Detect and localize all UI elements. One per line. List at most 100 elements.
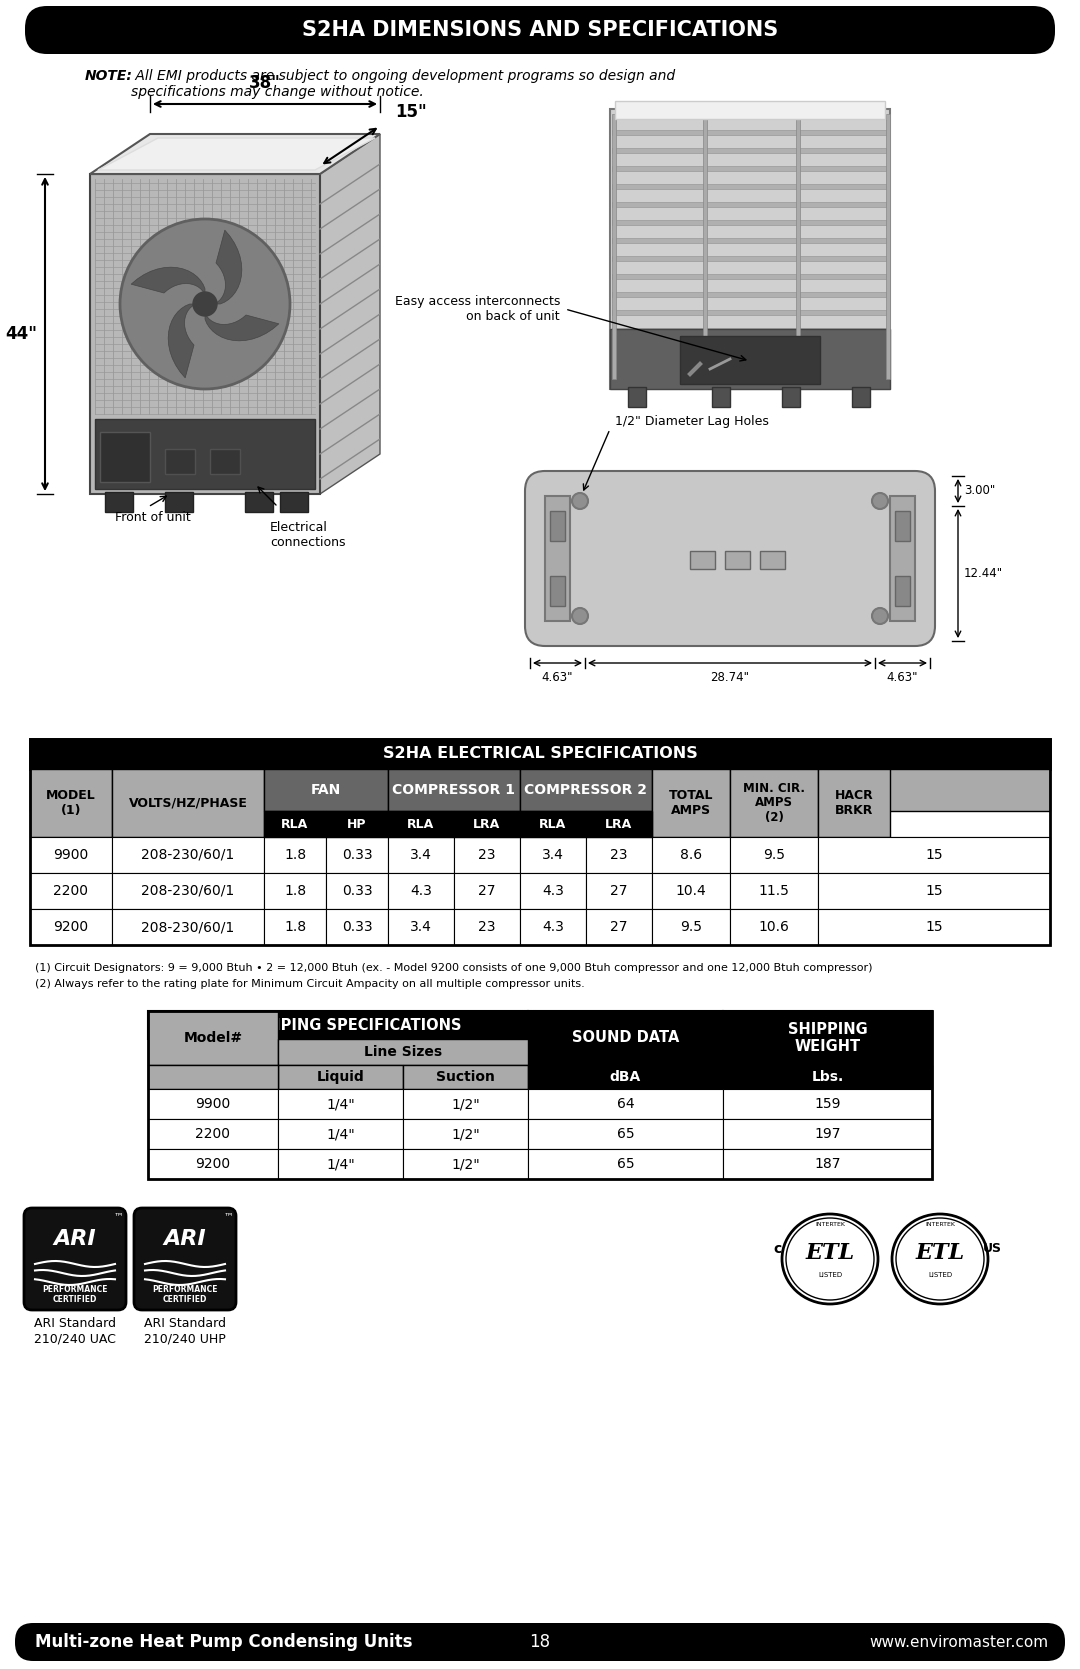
Text: 3.00": 3.00" [964,484,996,497]
Text: VOLTS/HZ/PHASE: VOLTS/HZ/PHASE [129,796,247,809]
Text: 208-230/60/1: 208-230/60/1 [141,920,234,935]
Bar [388,836,454,873]
Text: Lbs.: Lbs. [811,1070,843,1083]
Text: Easy access interconnects
on back of unit: Easy access interconnects on back of uni… [394,295,561,324]
Bar [326,910,388,945]
Bar [690,551,715,569]
Bar [30,910,112,945]
Text: LISTED: LISTED [928,1272,953,1278]
Bar [652,769,730,836]
Text: www.enviromaster.com: www.enviromaster.com [869,1634,1048,1649]
FancyBboxPatch shape [25,7,1055,53]
Bar [586,836,652,873]
Text: 0.33: 0.33 [341,920,373,935]
Bar [612,310,888,315]
Bar [30,910,1050,945]
Bar [652,873,730,910]
FancyBboxPatch shape [15,1622,1065,1661]
Bar [852,387,870,407]
Bar [890,496,915,621]
FancyBboxPatch shape [24,1208,126,1310]
Text: S2HA DIMENSIONS AND SPECIFICATIONS: S2HA DIMENSIONS AND SPECIFICATIONS [302,20,778,40]
Text: 64: 64 [617,1097,634,1112]
Text: CERTIFIED: CERTIFIED [163,1295,207,1303]
Text: NOTE:: NOTE: [85,68,133,83]
Text: 44": 44" [5,325,37,344]
Text: All EMI products are subject to ongoing development programs so design and
speci: All EMI products are subject to ongoing … [131,68,675,98]
Text: INTERTEK: INTERTEK [924,1222,955,1227]
Text: (1) Circuit Designators: 9 = 9,000 Btuh • 2 = 12,000 Btuh (ex. - Model 9200 cons: (1) Circuit Designators: 9 = 9,000 Btuh … [35,963,873,973]
Bar [730,836,818,873]
Text: 0.33: 0.33 [341,885,373,898]
Text: 1/4": 1/4" [326,1157,355,1172]
Text: 15: 15 [926,920,943,935]
Text: 15": 15" [395,103,427,120]
Bar [112,769,264,836]
Text: FAN: FAN [311,783,341,798]
Bar [165,449,195,474]
Text: 208-230/60/1: 208-230/60/1 [141,885,234,898]
Text: 38": 38" [249,73,281,92]
Polygon shape [214,230,242,304]
Bar [112,873,264,910]
Text: S2HA ELECTRICAL SPECIFICATIONS: S2HA ELECTRICAL SPECIFICATIONS [382,746,698,761]
Bar [105,492,133,512]
Circle shape [572,608,588,624]
Bar [818,769,890,836]
Text: LRA: LRA [606,818,633,831]
Circle shape [872,492,888,509]
Bar [112,910,264,945]
Bar [528,1088,723,1118]
Text: 23: 23 [478,920,496,935]
Text: 11.5: 11.5 [758,885,789,898]
Bar [388,769,519,811]
Bar [612,165,888,170]
Text: ETL: ETL [916,1242,964,1263]
Text: ARI Standard
210/240 UHP: ARI Standard 210/240 UHP [144,1317,226,1345]
Bar [519,910,586,945]
Bar [278,1065,403,1088]
Bar [388,910,454,945]
Bar [388,811,454,836]
Text: SHIPPING
WEIGHT: SHIPPING WEIGHT [787,1021,867,1055]
Text: 1.8: 1.8 [284,848,306,861]
Text: S2HA PIPING SPECIFICATIONS: S2HA PIPING SPECIFICATIONS [215,1018,461,1033]
Ellipse shape [896,1218,984,1300]
Text: RLA: RLA [407,818,434,831]
Bar [886,113,890,379]
Text: 9900: 9900 [195,1097,231,1112]
Bar [280,492,308,512]
Bar [895,511,910,541]
Bar [388,873,454,910]
Text: 27: 27 [610,920,627,935]
Bar [612,184,888,189]
Bar [30,836,1050,873]
Text: Front of unit: Front of unit [114,511,191,524]
Text: 4.3: 4.3 [410,885,432,898]
Bar [680,335,820,384]
Text: 23: 23 [610,848,627,861]
Bar [148,1065,278,1088]
Text: 1/2": 1/2" [451,1097,480,1112]
Bar [148,1118,278,1148]
Text: PERFORMANCE: PERFORMANCE [152,1285,218,1293]
Bar [30,873,112,910]
Text: 27: 27 [610,885,627,898]
Text: US: US [983,1242,1001,1255]
Text: 12.44": 12.44" [964,567,1003,581]
Text: 9200: 9200 [195,1157,230,1172]
Text: LISTED: LISTED [818,1272,842,1278]
Text: 1/2": 1/2" [451,1157,480,1172]
Text: ETL: ETL [806,1242,854,1263]
Bar [612,113,616,379]
Bar [326,873,388,910]
Text: 4.63": 4.63" [542,671,573,684]
Bar [723,1065,932,1088]
Bar [403,1088,528,1118]
Bar [528,1011,723,1065]
Text: 4.63": 4.63" [887,671,918,684]
Bar [652,910,730,945]
Text: 1.8: 1.8 [284,920,306,935]
Bar [528,1148,723,1178]
Text: 1/2" Diameter Lag Holes: 1/2" Diameter Lag Holes [615,414,769,427]
